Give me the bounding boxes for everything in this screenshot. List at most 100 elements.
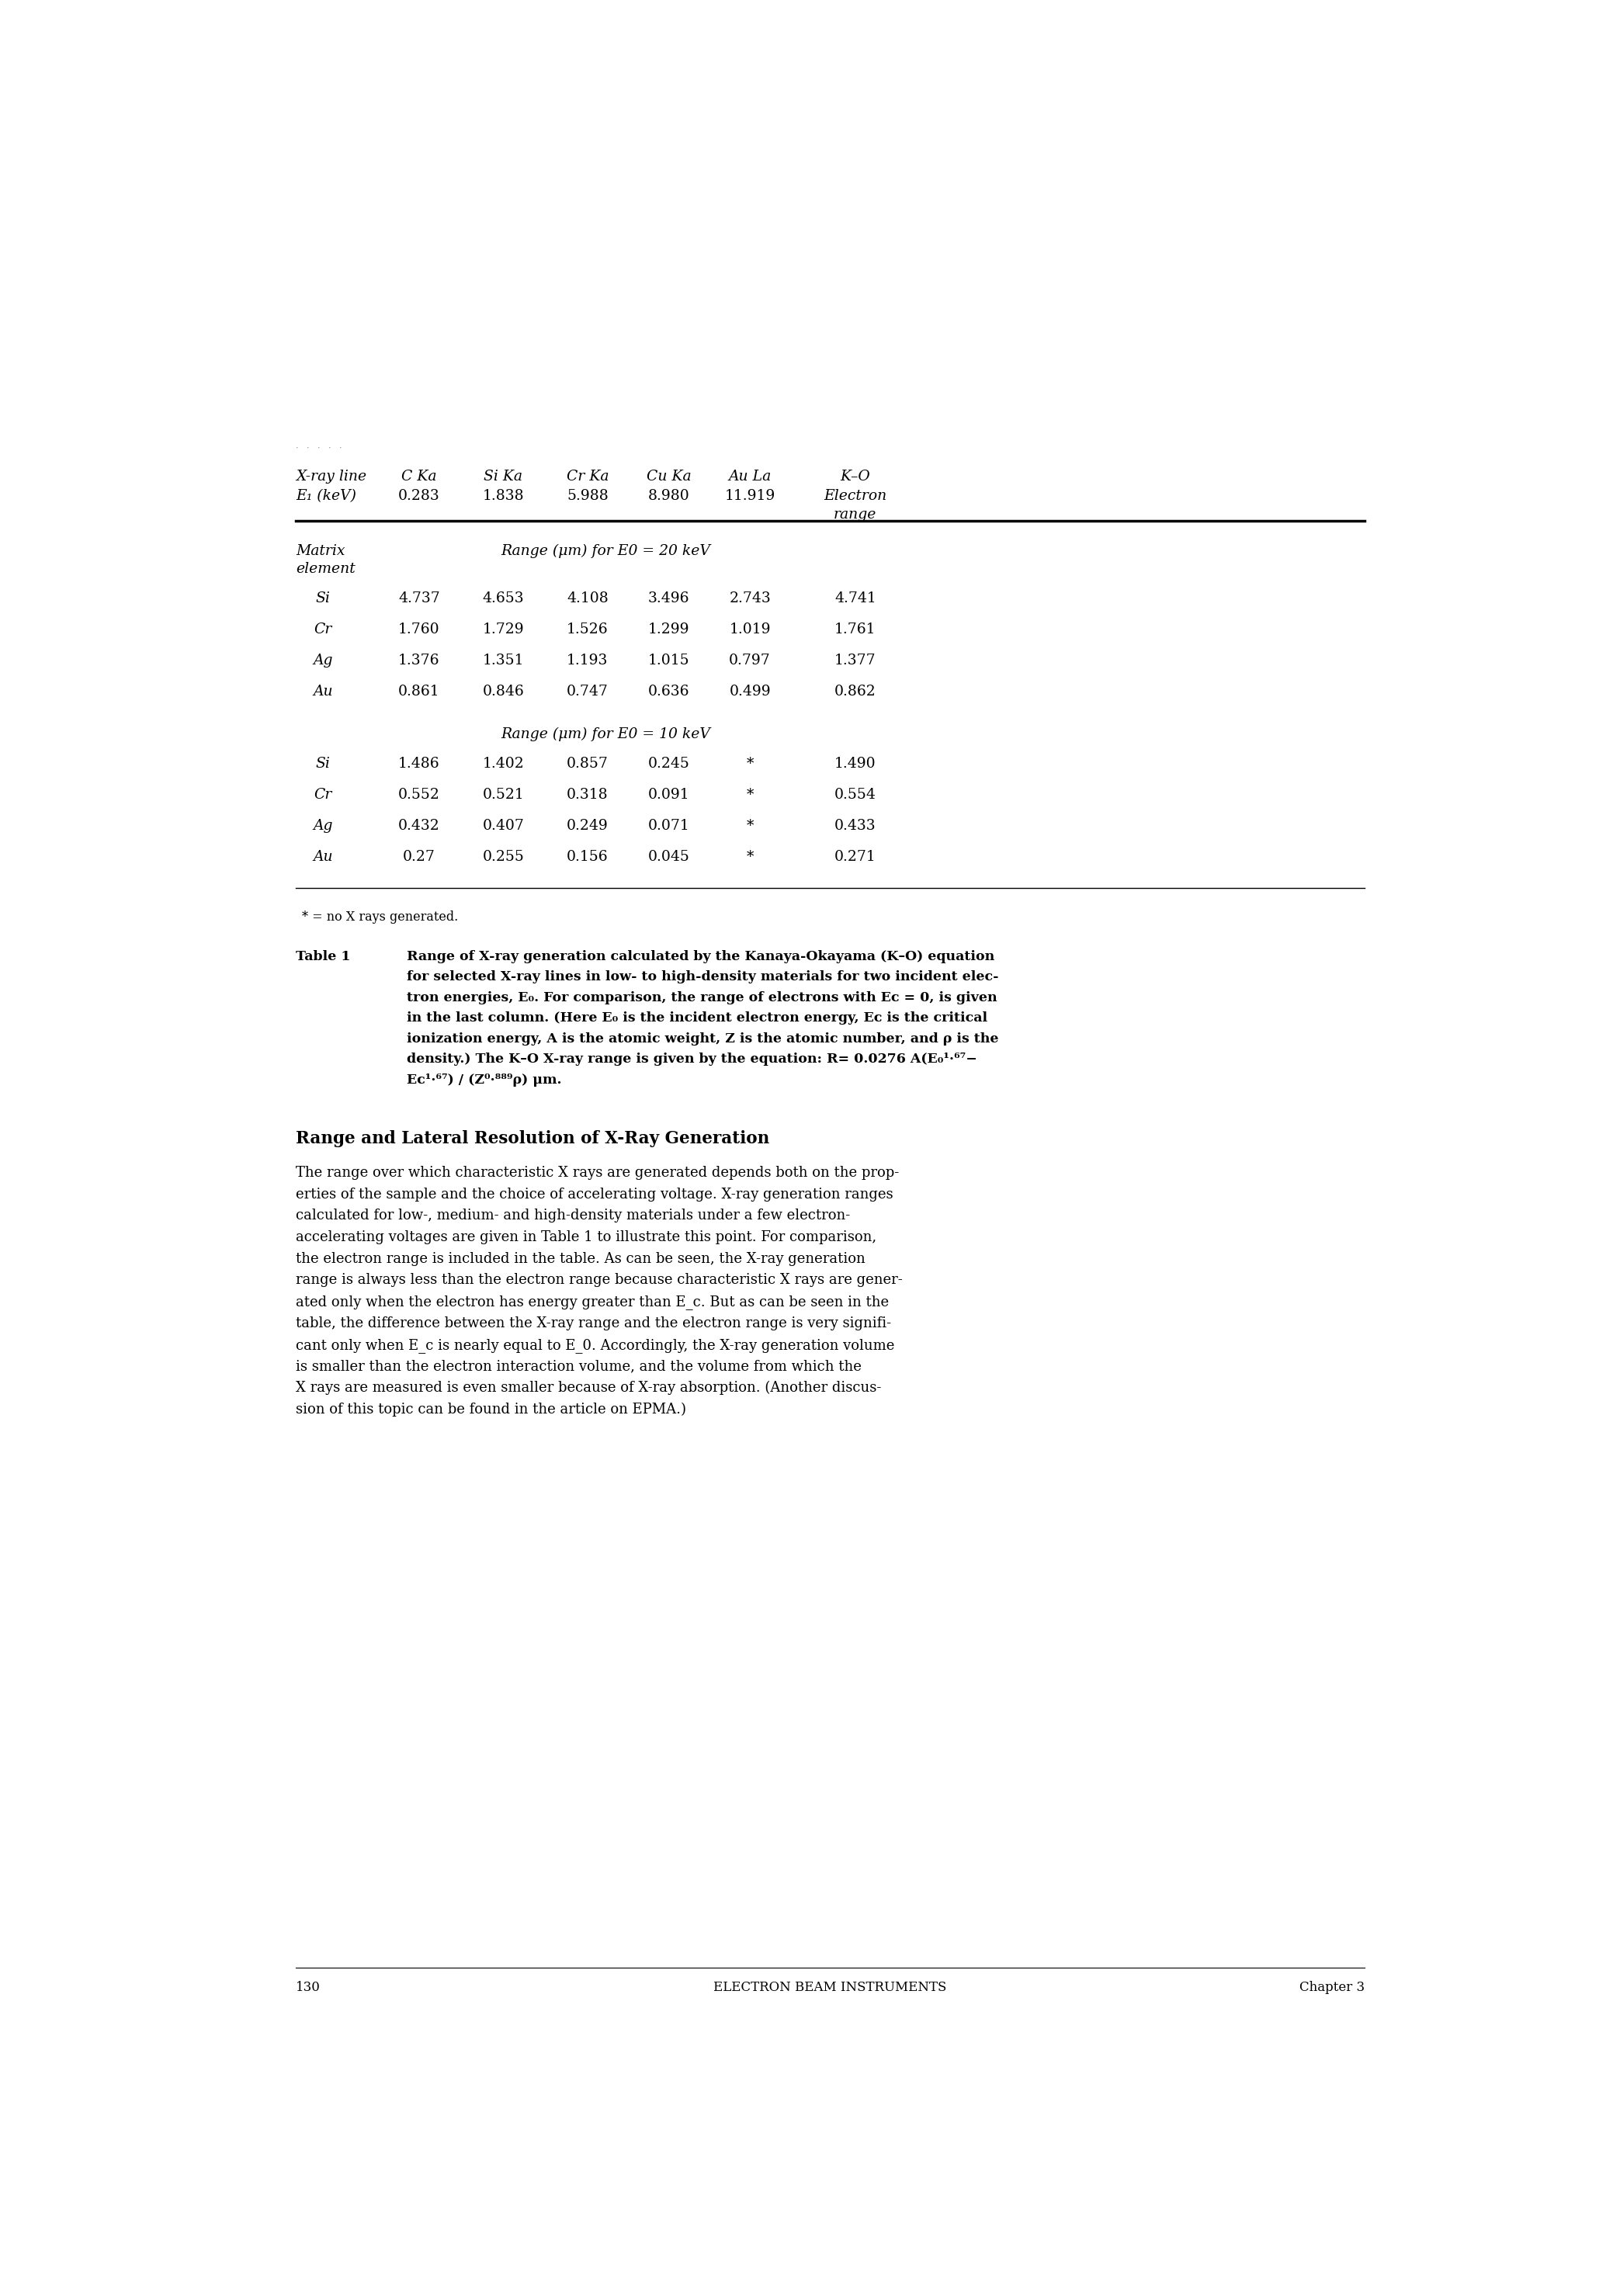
Text: range: range <box>834 507 876 521</box>
Text: *: * <box>747 820 753 833</box>
Text: Ag: Ag <box>313 820 332 833</box>
Text: *: * <box>747 850 753 863</box>
Text: C Ka: C Ka <box>402 471 437 484</box>
Text: 1.019: 1.019 <box>729 622 771 636</box>
Text: 4.741: 4.741 <box>834 592 876 606</box>
Text: 0.318: 0.318 <box>567 788 609 801</box>
Text: 1.761: 1.761 <box>834 622 876 636</box>
Text: Cr: Cr <box>314 788 332 801</box>
Text: Range and Lateral Resolution of X-Ray Generation: Range and Lateral Resolution of X-Ray Ge… <box>296 1130 770 1148</box>
Text: Matrix: Matrix <box>296 544 345 558</box>
Text: The range over which characteristic X rays are generated depends both on the pro: The range over which characteristic X ra… <box>296 1166 899 1180</box>
Text: Range (μm) for Ε0 = 10 keV: Range (μm) for Ε0 = 10 keV <box>501 728 710 742</box>
Text: 0.407: 0.407 <box>483 820 525 833</box>
Text: 0.271: 0.271 <box>834 850 876 863</box>
Text: Au: Au <box>313 684 332 698</box>
Text: in the last column. (Here E₀ is the incident electron energy, Eᴄ is the critical: in the last column. (Here E₀ is the inci… <box>407 1013 988 1024</box>
Text: ·   ·   ·   ·   ·: · · · · · <box>296 445 342 452</box>
Text: X rays are measured is even smaller because of X-ray absorption. (Another discus: X rays are measured is even smaller beca… <box>296 1380 881 1396</box>
Text: E₁ (keV): E₁ (keV) <box>296 489 356 503</box>
Text: K–O: K–O <box>841 471 870 484</box>
Text: 0.156: 0.156 <box>567 850 609 863</box>
Text: for selected X-ray lines in low- to high-density materials for two incident elec: for selected X-ray lines in low- to high… <box>407 971 1000 983</box>
Text: 1.402: 1.402 <box>483 758 525 771</box>
Text: X-ray line: X-ray line <box>296 471 366 484</box>
Text: 0.255: 0.255 <box>483 850 525 863</box>
Text: ated only when the electron has energy greater than E_c. But as can be seen in t: ated only when the electron has energy g… <box>296 1295 889 1309</box>
Text: range is always less than the electron range because characteristic X rays are g: range is always less than the electron r… <box>296 1274 902 1288</box>
Text: 130: 130 <box>296 1981 321 1993</box>
Text: 1.729: 1.729 <box>483 622 525 636</box>
Text: 0.636: 0.636 <box>648 684 690 698</box>
Text: Si: Si <box>316 592 330 606</box>
Text: 8.980: 8.980 <box>648 489 690 503</box>
Text: 1.015: 1.015 <box>648 654 690 668</box>
Text: ionization energy, A is the atomic weight, Z is the atomic number, and ρ is the: ionization energy, A is the atomic weigh… <box>407 1033 1000 1045</box>
Text: 1.376: 1.376 <box>399 654 441 668</box>
Text: Cu Ka: Cu Ka <box>646 471 692 484</box>
Text: Ag: Ag <box>313 654 332 668</box>
Text: 4.737: 4.737 <box>399 592 441 606</box>
Text: 0.045: 0.045 <box>648 850 690 863</box>
Text: 0.245: 0.245 <box>648 758 690 771</box>
Text: 0.797: 0.797 <box>729 654 771 668</box>
Text: 4.653: 4.653 <box>483 592 525 606</box>
Text: 1.760: 1.760 <box>399 622 441 636</box>
Text: 0.552: 0.552 <box>399 788 441 801</box>
Text: *: * <box>747 788 753 801</box>
Text: 1.490: 1.490 <box>834 758 876 771</box>
Text: 0.249: 0.249 <box>567 820 609 833</box>
Text: the electron range is included in the table. As can be seen, the X-ray generatio: the electron range is included in the ta… <box>296 1251 865 1265</box>
Text: Table 1: Table 1 <box>296 951 350 962</box>
Text: 0.862: 0.862 <box>834 684 876 698</box>
Text: 0.432: 0.432 <box>399 820 441 833</box>
Text: is smaller than the electron interaction volume, and the volume from which the: is smaller than the electron interaction… <box>296 1359 862 1373</box>
Text: Electron: Electron <box>823 489 886 503</box>
Text: Cr: Cr <box>314 622 332 636</box>
Text: 5.988: 5.988 <box>567 489 609 503</box>
Text: Chapter 3: Chapter 3 <box>1299 1981 1364 1993</box>
Text: 4.108: 4.108 <box>567 592 609 606</box>
Text: 1.193: 1.193 <box>567 654 608 668</box>
Text: Si: Si <box>316 758 330 771</box>
Text: calculated for low-, medium- and high-density materials under a few electron-: calculated for low-, medium- and high-de… <box>296 1208 850 1224</box>
Text: 1.299: 1.299 <box>648 622 690 636</box>
Text: 0.071: 0.071 <box>648 820 690 833</box>
Text: 0.747: 0.747 <box>567 684 609 698</box>
Text: 0.091: 0.091 <box>648 788 690 801</box>
Text: * = no X rays generated.: * = no X rays generated. <box>301 912 458 923</box>
Text: 0.861: 0.861 <box>399 684 441 698</box>
Text: 1.838: 1.838 <box>483 489 525 503</box>
Text: 0.283: 0.283 <box>399 489 441 503</box>
Text: Cr Ka: Cr Ka <box>567 471 609 484</box>
Text: Au: Au <box>313 850 332 863</box>
Text: 3.496: 3.496 <box>648 592 690 606</box>
Text: ELECTRON BEAM INSTRUMENTS: ELECTRON BEAM INSTRUMENTS <box>714 1981 946 1993</box>
Text: 1.377: 1.377 <box>834 654 876 668</box>
Text: erties of the sample and the choice of accelerating voltage. X-ray generation ra: erties of the sample and the choice of a… <box>296 1187 893 1201</box>
Text: table, the difference between the X-ray range and the electron range is very sig: table, the difference between the X-ray … <box>296 1316 891 1329</box>
Text: 0.521: 0.521 <box>483 788 525 801</box>
Text: Si Ka: Si Ka <box>484 471 523 484</box>
Text: tron energies, E₀. For comparison, the range of electrons with Eᴄ = 0, is given: tron energies, E₀. For comparison, the r… <box>407 992 998 1003</box>
Text: 1.486: 1.486 <box>399 758 441 771</box>
Text: 11.919: 11.919 <box>724 489 776 503</box>
Text: element: element <box>296 563 355 576</box>
Text: Au La: Au La <box>729 471 771 484</box>
Text: 0.846: 0.846 <box>483 684 525 698</box>
Text: 0.857: 0.857 <box>567 758 609 771</box>
Text: 0.499: 0.499 <box>729 684 771 698</box>
Text: 1.351: 1.351 <box>483 654 523 668</box>
Text: 2.743: 2.743 <box>729 592 771 606</box>
Text: 0.27: 0.27 <box>403 850 436 863</box>
Text: cant only when E_c is nearly equal to E_0. Accordingly, the X-ray generation vol: cant only when E_c is nearly equal to E_… <box>296 1339 894 1352</box>
Text: sion of this topic can be found in the article on EPMA.): sion of this topic can be found in the a… <box>296 1403 687 1417</box>
Text: 0.433: 0.433 <box>834 820 876 833</box>
Text: *: * <box>747 758 753 771</box>
Text: 1.526: 1.526 <box>567 622 609 636</box>
Text: 0.554: 0.554 <box>834 788 876 801</box>
Text: density.) The K–O X-ray range is given by the equation: R= 0.0276 A(E₀¹·⁶⁷−: density.) The K–O X-ray range is given b… <box>407 1054 977 1065</box>
Text: Eᴄ¹·⁶⁷) / (Z⁰·⁸⁸⁹ρ) μm.: Eᴄ¹·⁶⁷) / (Z⁰·⁸⁸⁹ρ) μm. <box>407 1075 562 1086</box>
Text: Range (μm) for Ε0 = 20 keV: Range (μm) for Ε0 = 20 keV <box>501 544 710 558</box>
Text: accelerating voltages are given in Table 1 to illustrate this point. For compari: accelerating voltages are given in Table… <box>296 1231 876 1244</box>
